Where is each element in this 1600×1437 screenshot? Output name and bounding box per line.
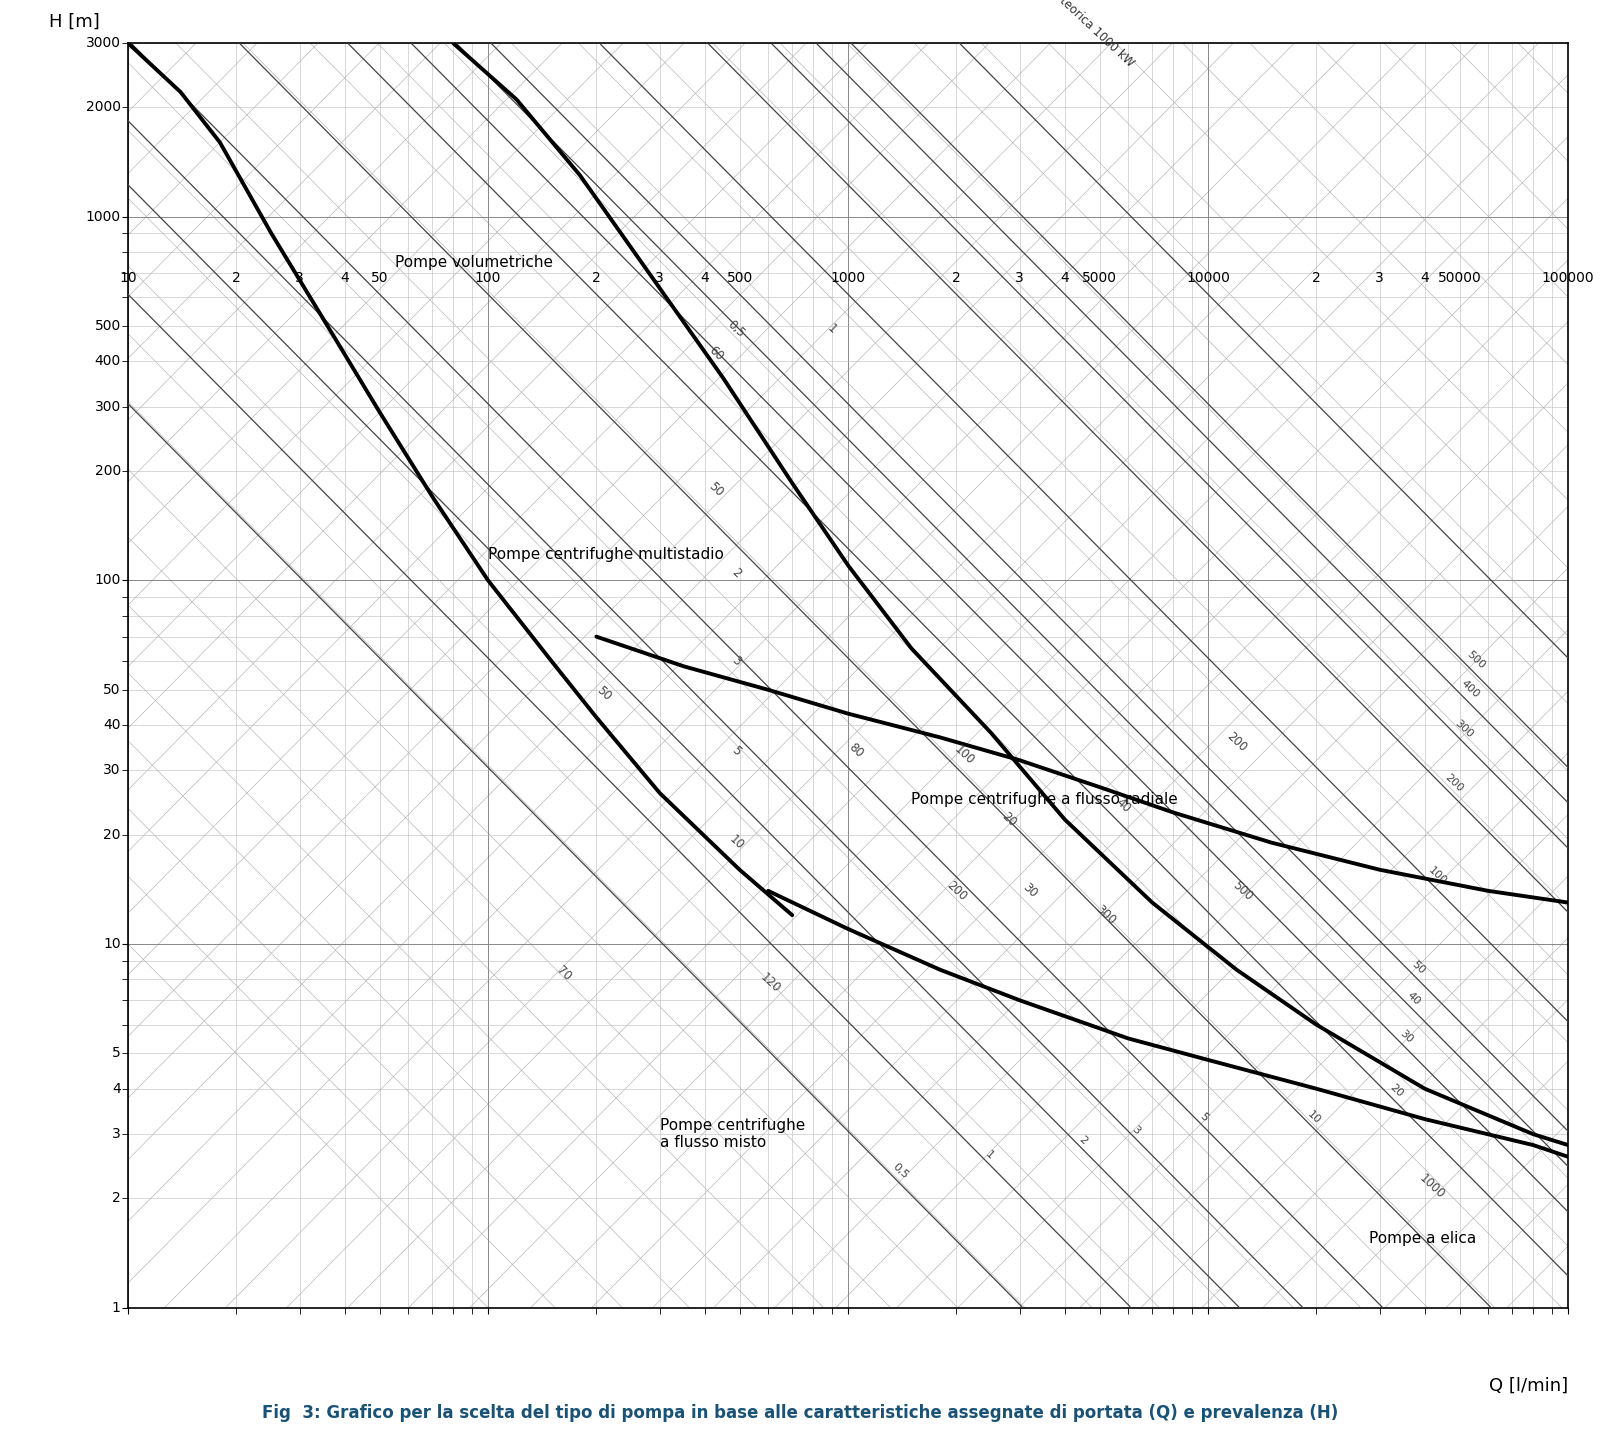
Text: 20: 20 [1389,1082,1405,1099]
Text: 20: 20 [998,809,1019,829]
Text: 200: 200 [94,464,122,479]
Text: Pompe volumetriche: Pompe volumetriche [395,254,552,270]
Text: 4: 4 [112,1082,122,1096]
Text: 300: 300 [1093,902,1118,927]
Text: 2: 2 [1312,270,1320,285]
Text: Q [l/min]: Q [l/min] [1490,1377,1568,1395]
Text: 0,5: 0,5 [891,1161,910,1181]
Text: 4: 4 [341,270,349,285]
Text: 2: 2 [232,270,240,285]
Text: 10: 10 [118,270,138,285]
Text: 1: 1 [982,1148,995,1161]
Text: 4: 4 [1421,270,1429,285]
Text: 4: 4 [701,270,709,285]
Text: 500: 500 [1464,650,1486,671]
Text: 3: 3 [656,270,664,285]
Text: 200: 200 [1443,772,1466,793]
Text: Pompe a elica: Pompe a elica [1370,1232,1477,1246]
Text: 100000: 100000 [1542,270,1594,285]
Text: 50: 50 [706,480,726,499]
Text: 100: 100 [1427,865,1450,887]
Text: 300: 300 [1453,718,1475,740]
Text: 2: 2 [592,270,600,285]
Text: 1000: 1000 [1418,1173,1448,1201]
Text: 1: 1 [112,1300,122,1315]
Text: 1000: 1000 [86,210,122,224]
Text: 3: 3 [1376,270,1384,285]
Text: 400: 400 [1459,678,1482,700]
Text: 300: 300 [94,399,122,414]
Text: 3: 3 [730,654,744,668]
Text: 3: 3 [112,1127,122,1141]
Text: 1: 1 [824,322,838,336]
Text: 2: 2 [952,270,960,285]
Text: 50: 50 [594,683,614,703]
Text: 100: 100 [475,270,501,285]
Text: 40: 40 [104,718,122,731]
Text: 50000: 50000 [1438,270,1482,285]
Text: 70: 70 [554,964,573,983]
Text: 100: 100 [94,573,122,588]
Text: 80: 80 [846,741,866,760]
Text: 10: 10 [1306,1109,1323,1125]
Text: 5000: 5000 [1082,270,1117,285]
Text: Pompe centrifughe
a flusso misto: Pompe centrifughe a flusso misto [659,1118,805,1151]
Text: 50: 50 [371,270,389,285]
Text: 120: 120 [758,971,784,996]
Text: Pompe centrifughe multistadio: Pompe centrifughe multistadio [488,546,723,562]
Text: H [m]: H [m] [48,13,99,30]
Text: 3: 3 [1130,1124,1142,1135]
Text: 40: 40 [1114,796,1133,816]
Text: 4: 4 [1061,270,1069,285]
Text: 40: 40 [1405,990,1422,1007]
Text: 500: 500 [726,270,752,285]
Text: 3000: 3000 [86,36,122,50]
Text: 30: 30 [104,763,122,777]
Text: 100: 100 [952,743,976,767]
Text: 2: 2 [730,565,744,581]
Text: 2: 2 [112,1191,122,1206]
Text: 1000: 1000 [830,270,866,285]
Text: 50: 50 [1410,960,1427,977]
Text: 50: 50 [104,683,122,697]
Text: 200: 200 [1224,730,1250,754]
Text: 2000: 2000 [86,101,122,114]
Text: Pompe centrifughe a flusso radiale: Pompe centrifughe a flusso radiale [912,792,1178,806]
Text: 10: 10 [102,937,122,951]
Text: 30: 30 [1021,881,1040,901]
Text: 400: 400 [94,355,122,368]
Text: 5: 5 [112,1046,122,1061]
Text: Fig  3: Grafico per la scelta del tipo di pompa in base alle caratteristiche ass: Fig 3: Grafico per la scelta del tipo di… [262,1404,1338,1423]
Text: 2: 2 [1077,1134,1088,1147]
Text: 20: 20 [104,828,122,842]
Text: 10: 10 [726,833,746,852]
Text: 5: 5 [1198,1112,1210,1124]
Text: 200: 200 [944,878,970,904]
Text: 10000: 10000 [1186,270,1230,285]
Text: 5: 5 [730,743,744,757]
Text: Potenza teorica 1000 kW: Potenza teorica 1000 kW [1021,0,1138,69]
Text: 500: 500 [94,319,122,333]
Text: 3: 3 [1016,270,1024,285]
Text: 500: 500 [1230,878,1256,902]
Text: 0,5: 0,5 [725,318,747,341]
Text: 3: 3 [296,270,304,285]
Text: 60: 60 [706,343,726,364]
Text: 30: 30 [1398,1029,1414,1046]
